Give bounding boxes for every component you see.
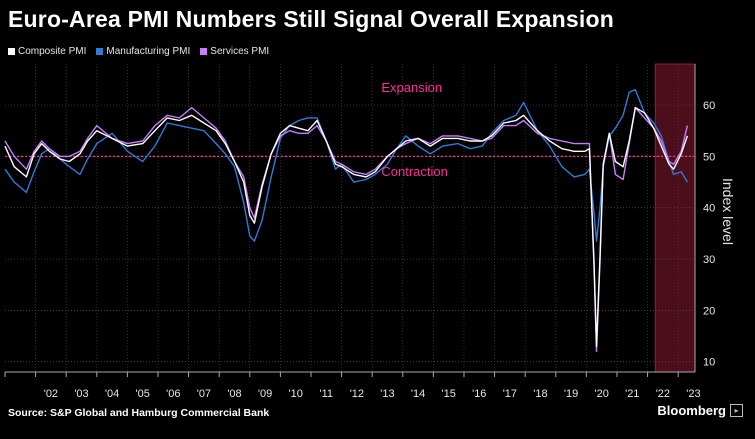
x-tick-label: '22 (656, 388, 670, 400)
chart-title: Euro-Area PMI Numbers Still Signal Overa… (8, 6, 614, 32)
y-tick-label: 10 (703, 357, 715, 369)
y-axis-label: Index level (720, 178, 736, 245)
x-tick-label: '17 (503, 388, 517, 400)
x-tick-label: '04 (105, 388, 119, 400)
x-tick-label: '20 (595, 388, 609, 400)
recent-period-shade (654, 63, 696, 373)
x-tick-label: '02 (44, 388, 58, 400)
legend-label-services: Services PMI (210, 46, 270, 57)
x-tick-label: '16 (472, 388, 486, 400)
x-tick-label: '21 (625, 388, 639, 400)
source-note: Source: S&P Global and Hamburg Commercia… (8, 407, 270, 419)
legend-item-composite: Composite PMI (8, 46, 86, 57)
series-line-composite (4, 106, 689, 347)
legend: Composite PMI Manufacturing PMI Services… (8, 46, 269, 57)
y-tick-label: 50 (703, 151, 715, 163)
annotation-contraction: Contraction (381, 164, 447, 179)
series-line-manufacturing (4, 88, 688, 242)
legend-swatch-manufacturing (96, 48, 104, 55)
x-tick-label: '12 (350, 388, 364, 400)
x-tick-label: '11 (320, 388, 334, 400)
legend-item-manufacturing: Manufacturing PMI (96, 46, 190, 57)
y-tick-label: 20 (703, 305, 715, 317)
legend-label-composite: Composite PMI (18, 46, 87, 57)
x-tick-label: '19 (564, 388, 578, 400)
x-tick-label: '03 (74, 388, 88, 400)
x-tick-label: '05 (136, 388, 150, 400)
bloomberg-logo: Bloomberg ▸ (657, 403, 743, 418)
x-tick-label: '13 (380, 388, 394, 400)
series-line-services (4, 106, 689, 353)
x-tick-label: '18 (533, 388, 547, 400)
x-tick-label: '07 (197, 388, 211, 400)
x-tick-label: '06 (166, 388, 180, 400)
legend-item-services: Services PMI (200, 46, 269, 57)
brand-name: Bloomberg (657, 403, 726, 418)
y-tick-label: 30 (703, 254, 715, 266)
x-tick-label: '23 (686, 388, 700, 400)
x-tick-label: '09 (258, 388, 272, 400)
x-tick-label: '08 (227, 388, 241, 400)
legend-swatch-services (200, 48, 208, 55)
legend-label-manufacturing: Manufacturing PMI (106, 46, 191, 57)
y-tick-label: 40 (703, 203, 715, 215)
x-tick-label: '15 (442, 388, 456, 400)
x-tick-label: '10 (289, 388, 303, 400)
terminal-icon: ▸ (730, 404, 743, 417)
y-tick-label: 60 (703, 100, 715, 112)
annotation-expansion: Expansion (381, 80, 442, 95)
x-tick-label: '14 (411, 388, 425, 400)
legend-swatch-composite (8, 48, 15, 55)
